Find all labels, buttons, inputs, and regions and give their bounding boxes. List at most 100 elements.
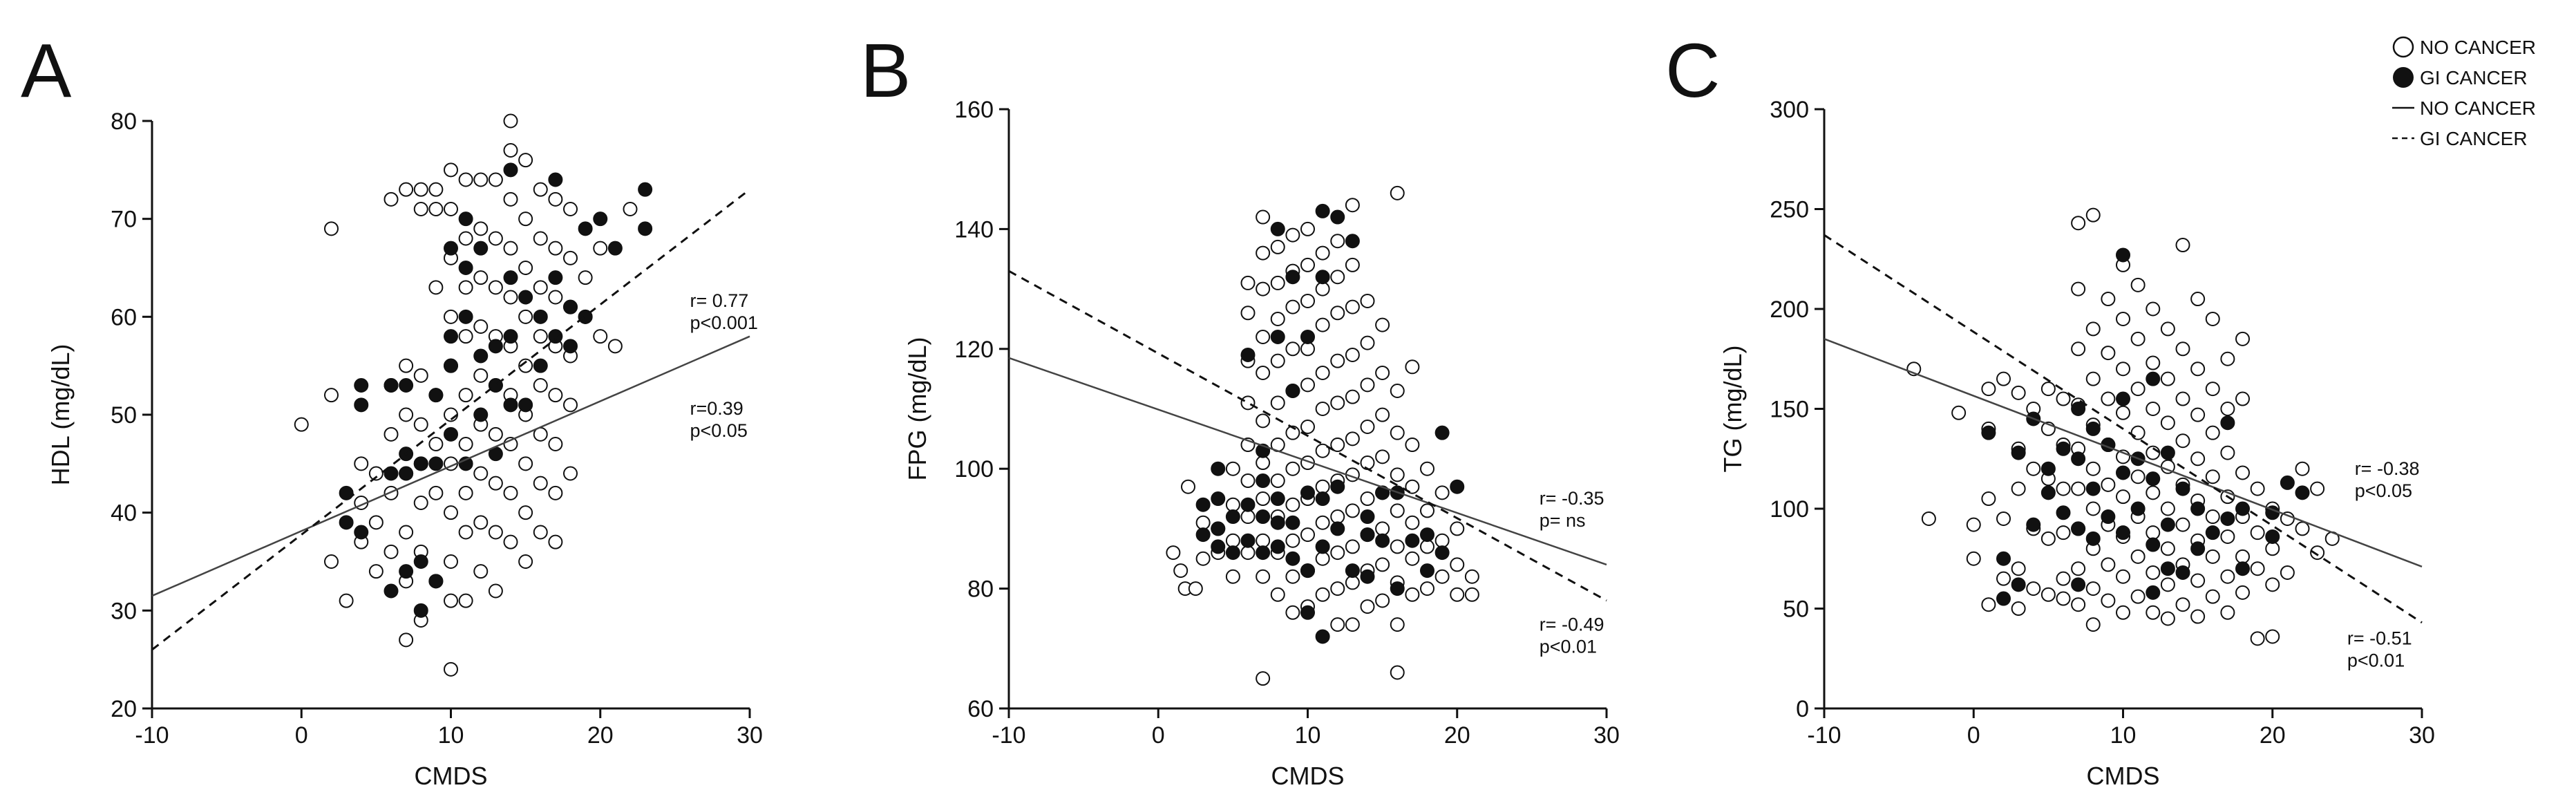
gi-cancer-point <box>2220 511 2235 526</box>
no-cancer-point <box>1375 521 1390 536</box>
gi-cancer-point <box>2011 445 2026 460</box>
no-cancer-point <box>2101 346 2116 361</box>
no-cancer-point <box>2235 585 2250 600</box>
y-tick-label: 100 <box>954 456 994 482</box>
no-cancer-point <box>458 437 473 451</box>
no-cancer-point <box>1240 275 1256 290</box>
no-cancer-point <box>2085 207 2101 223</box>
no-cancer-point <box>1360 599 1375 614</box>
gi-cancer-point <box>1360 509 1375 525</box>
no-cancer-point <box>413 182 428 197</box>
no-cancer-point <box>2220 445 2235 460</box>
no-cancer-point <box>518 212 533 227</box>
no-cancer-point <box>563 397 578 413</box>
no-cancer-point <box>413 417 428 432</box>
no-cancer-point <box>1420 503 1434 518</box>
no-cancer-point <box>1450 521 1465 536</box>
no-cancer-point <box>1256 245 1271 261</box>
gi-cancer-point <box>2146 371 2161 386</box>
no-cancer-point <box>2160 415 2175 431</box>
no-cancer-point <box>1405 587 1420 602</box>
no-cancer-point <box>2040 382 2056 397</box>
no-cancer-point <box>444 202 458 216</box>
no-cancer-point <box>503 191 518 207</box>
gi-cancer-point <box>2235 561 2250 576</box>
correlation-annotation: r=0.39 <box>690 398 744 419</box>
no-cancer-point <box>2250 481 2265 496</box>
no-cancer-point <box>1921 511 1936 526</box>
y-tick-label: 250 <box>1770 197 1809 223</box>
gi-cancer-point <box>413 603 428 618</box>
gi-cancer-point <box>1285 383 1300 398</box>
gi-cancer-point <box>2085 531 2101 546</box>
no-cancer-point <box>2190 609 2206 624</box>
no-cancer-point <box>1330 353 1345 368</box>
no-cancer-point <box>1270 353 1285 368</box>
no-cancer-point <box>1285 461 1300 476</box>
no-cancer-point <box>1188 581 1203 596</box>
y-tick-label: 30 <box>111 598 137 624</box>
no-cancer-point <box>533 280 548 295</box>
gi-cancer-point <box>1256 545 1271 561</box>
y-tick-label: 140 <box>954 216 994 243</box>
no-cancer-point <box>2071 216 2086 231</box>
no-cancer-point <box>1360 335 1375 350</box>
no-cancer-point <box>2250 525 2265 540</box>
no-cancer-point <box>2116 311 2130 326</box>
no-cancer-point <box>1464 569 1479 584</box>
y-axis-title: TG (mg/dL) <box>1718 345 1747 472</box>
no-cancer-point <box>2175 341 2190 357</box>
gi-cancer-point <box>503 329 518 344</box>
no-cancer-point <box>2101 557 2116 572</box>
no-cancer-point <box>2220 569 2235 584</box>
gi-cancer-point <box>2116 465 2130 480</box>
no-cancer-point <box>2205 382 2220 397</box>
no-cancer-point <box>1285 569 1300 584</box>
no-cancer-point <box>458 388 473 403</box>
no-cancer-point <box>548 485 563 500</box>
gi-cancer-point <box>503 270 518 285</box>
no-cancer-point <box>533 378 548 393</box>
no-cancer-point <box>2146 565 2161 580</box>
gi-cancer-point <box>2040 485 2056 500</box>
no-cancer-point <box>473 368 489 383</box>
no-cancer-point <box>1405 515 1420 530</box>
panel-letter-c: C <box>1665 28 1720 113</box>
gi-cancer-point <box>2280 475 2295 490</box>
no-cancer-point <box>1390 665 1405 680</box>
no-cancer-point <box>1300 527 1315 543</box>
gi-cancer-point <box>2026 517 2041 532</box>
gi-cancer-point <box>1375 533 1390 548</box>
gi-cancer-point <box>383 378 399 393</box>
no-cancer-point <box>324 554 339 569</box>
no-cancer-point <box>1375 407 1390 422</box>
gi-cancer-point <box>638 182 653 197</box>
no-cancer-point <box>2056 591 2071 606</box>
no-cancer-point <box>503 290 518 305</box>
no-cancer-point <box>518 358 533 373</box>
no-cancer-point <box>2280 565 2295 580</box>
no-cancer-point <box>354 456 369 471</box>
no-cancer-point <box>2130 469 2146 485</box>
no-cancer-point <box>2310 545 2325 561</box>
no-cancer-point <box>1330 395 1345 411</box>
panel-letter-b: B <box>860 28 911 113</box>
gi-cancer-point <box>1375 485 1390 500</box>
gi-cancer-point <box>428 456 444 471</box>
no-cancer-point <box>1240 306 1256 321</box>
no-cancer-point <box>1345 575 1360 590</box>
no-cancer-point <box>1434 485 1450 500</box>
no-cancer-point <box>1345 299 1360 314</box>
no-cancer-point <box>1345 539 1360 554</box>
no-cancer-point <box>1330 581 1345 596</box>
no-cancer-point <box>2175 517 2190 532</box>
no-cancer-point <box>1951 405 1967 420</box>
gi-cancer-point <box>1315 629 1330 644</box>
no-cancer-point <box>1181 479 1195 494</box>
no-cancer-point <box>428 280 444 295</box>
gi-cancer-point <box>607 241 623 256</box>
x-tick-label: 0 <box>295 722 308 749</box>
legend-gi-cancer-marker <box>2393 67 2414 88</box>
no-cancer-point <box>2011 601 2026 616</box>
no-cancer-point <box>1315 245 1330 261</box>
